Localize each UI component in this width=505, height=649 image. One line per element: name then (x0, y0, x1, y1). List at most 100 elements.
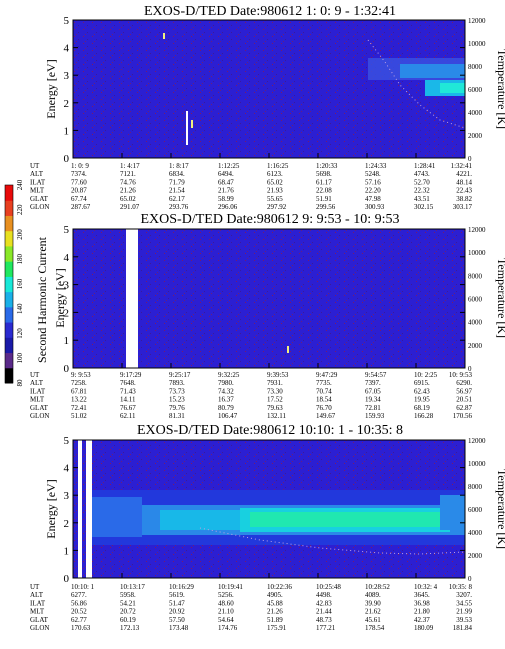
y-tick-label: 3 (64, 70, 70, 82)
colorbar-swatch (5, 322, 13, 338)
table-row-label: ALT (30, 379, 44, 387)
table-cell: 22.32 (414, 187, 430, 195)
table-row-label: ILAT (30, 178, 46, 186)
table-cell: 54.64 (218, 616, 234, 624)
table-row-label: ILAT (30, 387, 46, 395)
table-cell: 5248. (365, 170, 381, 178)
table-cell: 4498. (316, 591, 332, 599)
table-cell: 21.10 (218, 608, 234, 616)
table-cell: 68.47 (218, 178, 234, 186)
panel-1-temperature-trace (367, 39, 466, 129)
panel-1-title: EXOS-D/TED Date:980612 1: 0: 9 - 1:32:41 (144, 4, 396, 19)
colorbar-swatch (5, 367, 13, 384)
table-cell: 76.67 (120, 404, 136, 412)
table-cell: 20.72 (120, 608, 136, 616)
colorbar-ticks: 80 100 120 140 160 180 200 220 240 (16, 179, 24, 386)
panel-3-features (78, 440, 466, 578)
table-cell: 60.19 (120, 616, 136, 624)
table-cell: 51.02 (71, 412, 87, 420)
table-cell: 7980. (218, 379, 234, 387)
table-cell: 7258. (71, 379, 87, 387)
table-cell: 10:22:36 (267, 583, 292, 591)
table-cell: 106.47 (218, 412, 238, 420)
panel-1-y-ticks: 0 1 2 3 4 5 (64, 15, 466, 165)
table-row-label: GLON (30, 203, 49, 211)
table-cell: 47.98 (365, 195, 381, 203)
table-cell: 21.26 (120, 187, 136, 195)
table-cell: 9:47:29 (316, 371, 338, 379)
colorbar-tick-label: 80 (16, 379, 24, 387)
panel-3: EXOS-D/TED Date:980612 10:10: 1 - 10:35:… (30, 423, 505, 632)
y2-tick-label: 12000 (468, 437, 486, 445)
panel-2-y-ticks: 0 1 2 3 4 5 (64, 224, 466, 375)
table-cell: 302.15 (414, 203, 434, 211)
table-cell: 296.06 (218, 203, 238, 211)
colorbar-tick-label: 160 (16, 278, 24, 289)
table-cell: 57.16 (365, 178, 381, 186)
y2-tick-label: 10000 (468, 40, 486, 48)
table-cell: 293.76 (169, 203, 189, 211)
table-cell: 132.11 (267, 412, 286, 420)
table-cell: 6277. (71, 591, 87, 599)
y-tick-label: 1 (64, 125, 70, 137)
table-cell: 170.63 (71, 624, 91, 632)
table-row-label: GLAT (30, 195, 49, 203)
table-cell: 68.19 (414, 404, 430, 412)
colorbar-swatch (5, 291, 13, 308)
colorbar-label: Second Harmonic Current (35, 236, 49, 363)
table-cell: 17.52 (267, 396, 283, 404)
table-cell: 74.76 (120, 178, 136, 186)
table-cell: 13.22 (71, 396, 87, 404)
table-cell: 10:16:29 (169, 583, 194, 591)
table-cell: 6834. (169, 170, 185, 178)
table-cell: 10:35: 8 (449, 583, 473, 591)
table-cell: 174.76 (218, 624, 238, 632)
panel-3-title: EXOS-D/TED Date:980612 10:10: 1 - 10:35:… (137, 423, 403, 438)
table-cell: 149.67 (316, 412, 336, 420)
table-cell: 21.44 (316, 608, 332, 616)
table-cell: 1:32:41 (451, 162, 473, 170)
table-cell: 10:13:17 (120, 583, 145, 591)
y2-tick-label: 8000 (468, 272, 483, 280)
colorbar-swatch (5, 276, 13, 293)
table-cell: 10: 2:25 (414, 371, 438, 379)
y2-tick-label: 12000 (468, 17, 486, 25)
table-cell: 291.07 (120, 203, 140, 211)
panel-1-bright-band-2 (400, 64, 465, 78)
table-cell: 6494. (218, 170, 234, 178)
panel-2-spike (287, 346, 289, 353)
table-cell: 9: 9:53 (71, 371, 91, 379)
table-cell: 18.54 (316, 396, 332, 404)
colorbar-swatch (5, 306, 13, 323)
colorbar-frame (4, 184, 14, 384)
table-row-label: ILAT (30, 599, 46, 607)
table-cell: 73.30 (267, 387, 283, 395)
table-cell: 56.97 (456, 387, 472, 395)
table-cell: 15.23 (169, 396, 185, 404)
y-tick-label: 2 (64, 307, 70, 319)
table-cell: 6290. (456, 379, 472, 387)
table-cell: 74.32 (218, 387, 234, 395)
table-cell: 21.76 (218, 187, 234, 195)
table-cell: 166.28 (414, 412, 434, 420)
table-cell: 55.65 (267, 195, 283, 203)
table-cell: 1: 4:17 (120, 162, 140, 170)
table-cell: 10: 9:53 (449, 371, 473, 379)
table-cell: 52.70 (414, 178, 430, 186)
panel-3-y2label: Temperature [K] (495, 469, 505, 549)
y2-tick-label: 12000 (468, 226, 486, 234)
panel-2-y2-ticks: 0 2000 4000 6000 8000 10000 12000 (468, 226, 486, 373)
y2-tick-label: 0 (468, 155, 472, 163)
colorbar-swatch (5, 215, 13, 232)
table-cell: 7931. (267, 379, 283, 387)
table-cell: 303.17 (453, 203, 473, 211)
panel-1-spike (163, 33, 165, 39)
table-cell: 5619. (169, 591, 185, 599)
table-cell: 9:17:29 (120, 371, 142, 379)
table-cell: 299.56 (316, 203, 336, 211)
colorbar-swatch (5, 261, 13, 277)
panel-2-y2label: Temperature [K] (495, 258, 505, 338)
table-row-label: UT (30, 583, 40, 591)
colorbar-tick-label: 220 (16, 204, 24, 215)
